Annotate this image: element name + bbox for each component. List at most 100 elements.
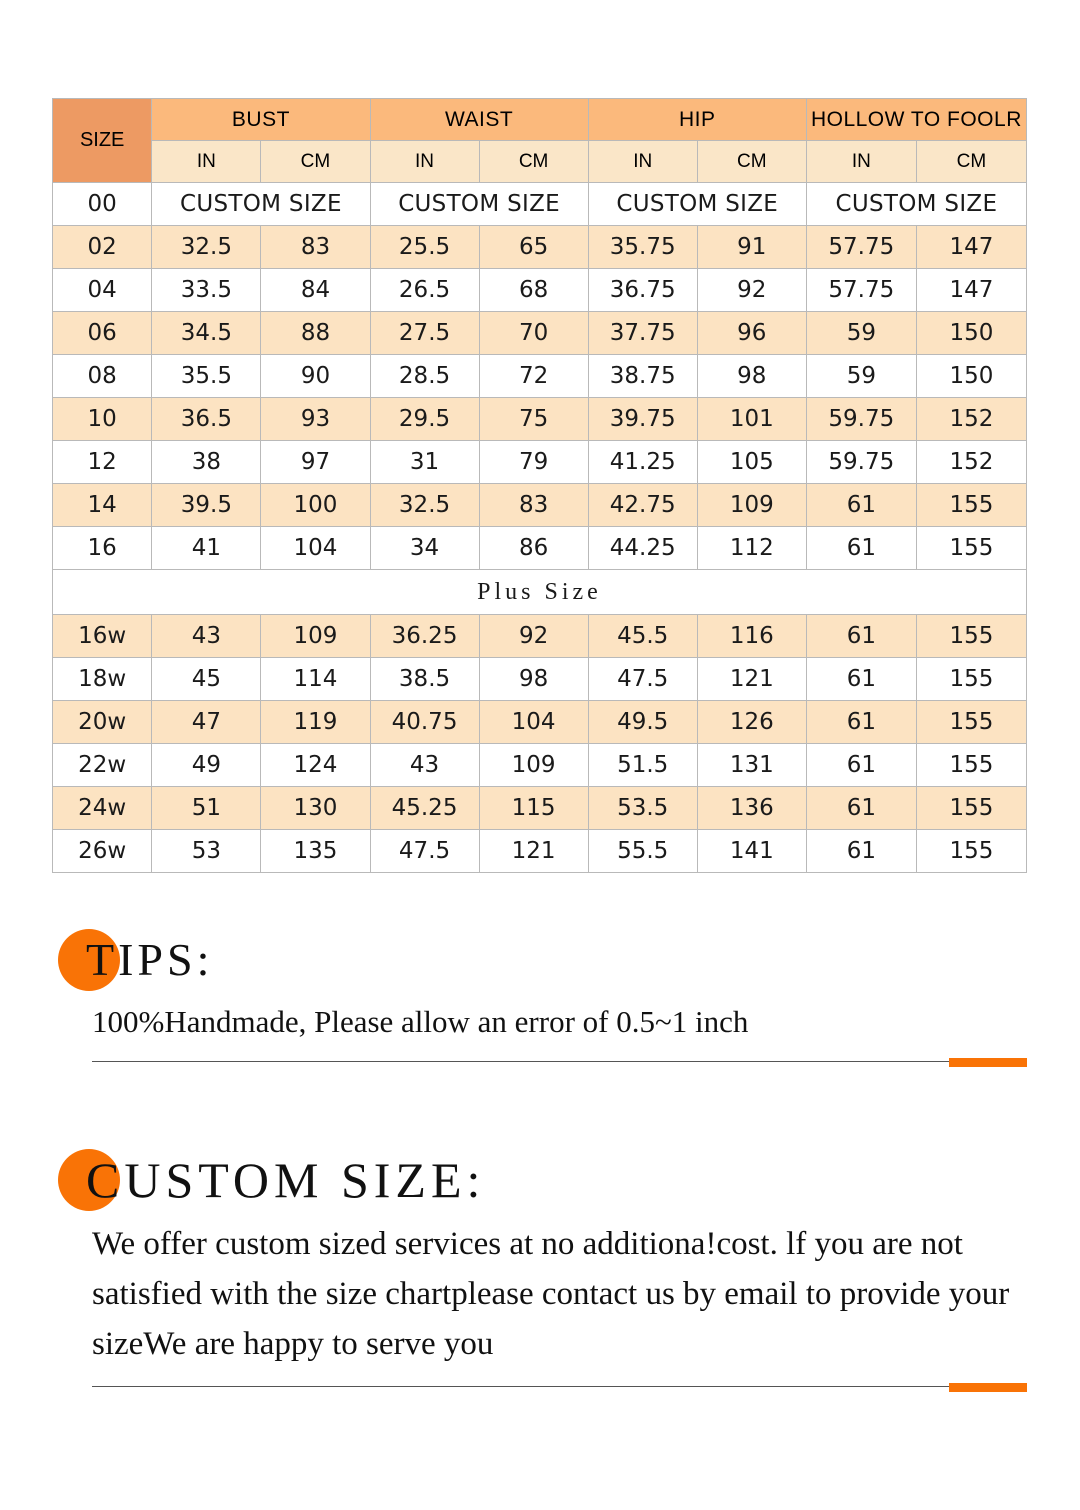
cell-measurement: 61 xyxy=(805,786,917,830)
cell-measurement: 147 xyxy=(915,225,1028,269)
header-unit-waist-in: IN xyxy=(369,140,480,183)
cell-measurement: 155 xyxy=(915,657,1028,701)
header-unit-hollow-cm: CM xyxy=(915,140,1028,183)
cell-measurement: 53 xyxy=(151,829,262,873)
cell-measurement: 121 xyxy=(478,829,589,873)
cell-size: 04 xyxy=(51,268,153,312)
table-row: 16 41 104 34 86 44.25 112 61 155 xyxy=(51,526,1028,570)
cell-size: 20w xyxy=(51,700,153,744)
custom-size-body: We offer custom sized services at no add… xyxy=(92,1226,1010,1362)
cell-measurement: 57.75 xyxy=(805,268,917,312)
table-row: 12 38 97 31 79 41.25 105 59.75 152 xyxy=(51,440,1028,484)
cell-measurement: 53.5 xyxy=(587,786,698,830)
cell-measurement: 109 xyxy=(260,614,371,658)
plus-size-divider-row: Plus Size xyxy=(52,569,1027,615)
cell-measurement: 72 xyxy=(478,354,589,398)
cell-measurement: 105 xyxy=(696,440,807,484)
header-group-hollow-to-floor: HOLLOW TO FOOLR xyxy=(805,98,1028,141)
cell-measurement: 98 xyxy=(478,657,589,701)
cell-measurement: 141 xyxy=(696,829,807,873)
cell-measurement: 32.5 xyxy=(369,483,480,527)
cell-measurement: 84 xyxy=(260,268,371,312)
cell-measurement: 155 xyxy=(915,483,1028,527)
cell-measurement: 109 xyxy=(478,743,589,787)
header-unit-hollow-in: IN xyxy=(805,140,917,183)
cell-measurement: 135 xyxy=(260,829,371,873)
cell-measurement: 150 xyxy=(915,354,1028,398)
table-row: 04 33.5 84 26.5 68 36.75 92 57.75 147 xyxy=(51,268,1028,312)
cell-measurement: 31 xyxy=(369,440,480,484)
header-unit-bust-in: IN xyxy=(151,140,262,183)
header-unit-waist-cm: CM xyxy=(478,140,589,183)
orange-dot-icon xyxy=(58,929,120,991)
cell-measurement: 150 xyxy=(915,311,1028,355)
cell-measurement: 83 xyxy=(260,225,371,269)
table-row: 10 36.5 93 29.5 75 39.75 101 59.75 152 xyxy=(51,397,1028,441)
cell-measurement: 86 xyxy=(478,526,589,570)
tips-heading: TIPS: xyxy=(52,925,1027,999)
table-row: 22w 49 124 43 109 51.5 131 61 155 xyxy=(51,743,1028,787)
size-chart-container: SIZE BUST WAIST HIP HOLLOW TO FOOLR IN C… xyxy=(51,98,1028,873)
cell-measurement: 92 xyxy=(696,268,807,312)
cell-measurement: 155 xyxy=(915,786,1028,830)
header-size: SIZE xyxy=(51,98,153,183)
cell-size: 12 xyxy=(51,440,153,484)
cell-measurement: 114 xyxy=(260,657,371,701)
cell-measurement: 155 xyxy=(915,743,1028,787)
cell-measurement: 36.75 xyxy=(587,268,698,312)
tips-body: 100%Handmade, Please allow an error of 0… xyxy=(92,1004,749,1039)
cell-measurement: 61 xyxy=(805,614,917,658)
cell-measurement: 155 xyxy=(915,700,1028,744)
cell-custom-size: CUSTOM SIZE xyxy=(587,182,807,226)
group-header-row: SIZE BUST WAIST HIP HOLLOW TO FOOLR xyxy=(51,98,1028,183)
tips-divider-accent xyxy=(949,1058,1027,1067)
table-row: 16w 43 109 36.25 92 45.5 116 61 155 xyxy=(51,614,1028,658)
cell-measurement: 61 xyxy=(805,700,917,744)
cell-measurement: 75 xyxy=(478,397,589,441)
cell-measurement: 61 xyxy=(805,657,917,701)
header-unit-hip-cm: CM xyxy=(696,140,807,183)
cell-measurement: 59.75 xyxy=(805,440,917,484)
cell-measurement: 88 xyxy=(260,311,371,355)
cell-measurement: 59.75 xyxy=(805,397,917,441)
cell-measurement: 38.75 xyxy=(587,354,698,398)
cell-measurement: 70 xyxy=(478,311,589,355)
cell-size: 00 xyxy=(51,182,153,226)
header-group-bust: BUST xyxy=(151,98,371,141)
custom-size-divider xyxy=(92,1383,1027,1392)
cell-measurement: 109 xyxy=(696,483,807,527)
custom-size-section: CUSTOM SIZE: We offer custom sized servi… xyxy=(52,1145,1027,1392)
cell-measurement: 37.75 xyxy=(587,311,698,355)
cell-measurement: 39.75 xyxy=(587,397,698,441)
cell-measurement: 104 xyxy=(478,700,589,744)
cell-measurement: 45 xyxy=(151,657,262,701)
cell-measurement: 100 xyxy=(260,483,371,527)
cell-measurement: 42.75 xyxy=(587,483,698,527)
cell-size: 22w xyxy=(51,743,153,787)
cell-measurement: 155 xyxy=(915,829,1028,873)
tips-title: TIPS: xyxy=(86,934,214,985)
custom-size-title: CUSTOM SIZE: xyxy=(86,1152,486,1208)
cell-size: 08 xyxy=(51,354,153,398)
table-row: 20w 47 119 40.75 104 49.5 126 61 155 xyxy=(51,700,1028,744)
cell-measurement: 83 xyxy=(478,483,589,527)
header-unit-hip-in: IN xyxy=(587,140,698,183)
tips-section: TIPS: 100%Handmade, Please allow an erro… xyxy=(52,925,1027,1067)
cell-measurement: 112 xyxy=(696,526,807,570)
table-row: 08 35.5 90 28.5 72 38.75 98 59 150 xyxy=(51,354,1028,398)
cell-measurement: 28.5 xyxy=(369,354,480,398)
cell-measurement: 130 xyxy=(260,786,371,830)
cell-measurement: 57.75 xyxy=(805,225,917,269)
cell-measurement: 59 xyxy=(805,354,917,398)
cell-measurement: 136 xyxy=(696,786,807,830)
cell-measurement: 43 xyxy=(369,743,480,787)
cell-measurement: 96 xyxy=(696,311,807,355)
cell-measurement: 101 xyxy=(696,397,807,441)
cell-measurement: 29.5 xyxy=(369,397,480,441)
cell-custom-size: CUSTOM SIZE xyxy=(151,182,371,226)
cell-measurement: 124 xyxy=(260,743,371,787)
cell-measurement: 36.5 xyxy=(151,397,262,441)
cell-measurement: 155 xyxy=(915,526,1028,570)
cell-size: 16 xyxy=(51,526,153,570)
cell-custom-size: CUSTOM SIZE xyxy=(369,182,589,226)
